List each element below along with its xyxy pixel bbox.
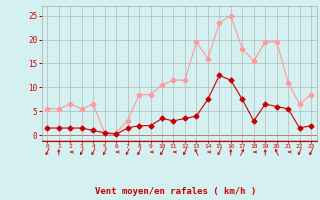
Text: Vent moyen/en rafales ( km/h ): Vent moyen/en rafales ( km/h )	[95, 187, 257, 196]
